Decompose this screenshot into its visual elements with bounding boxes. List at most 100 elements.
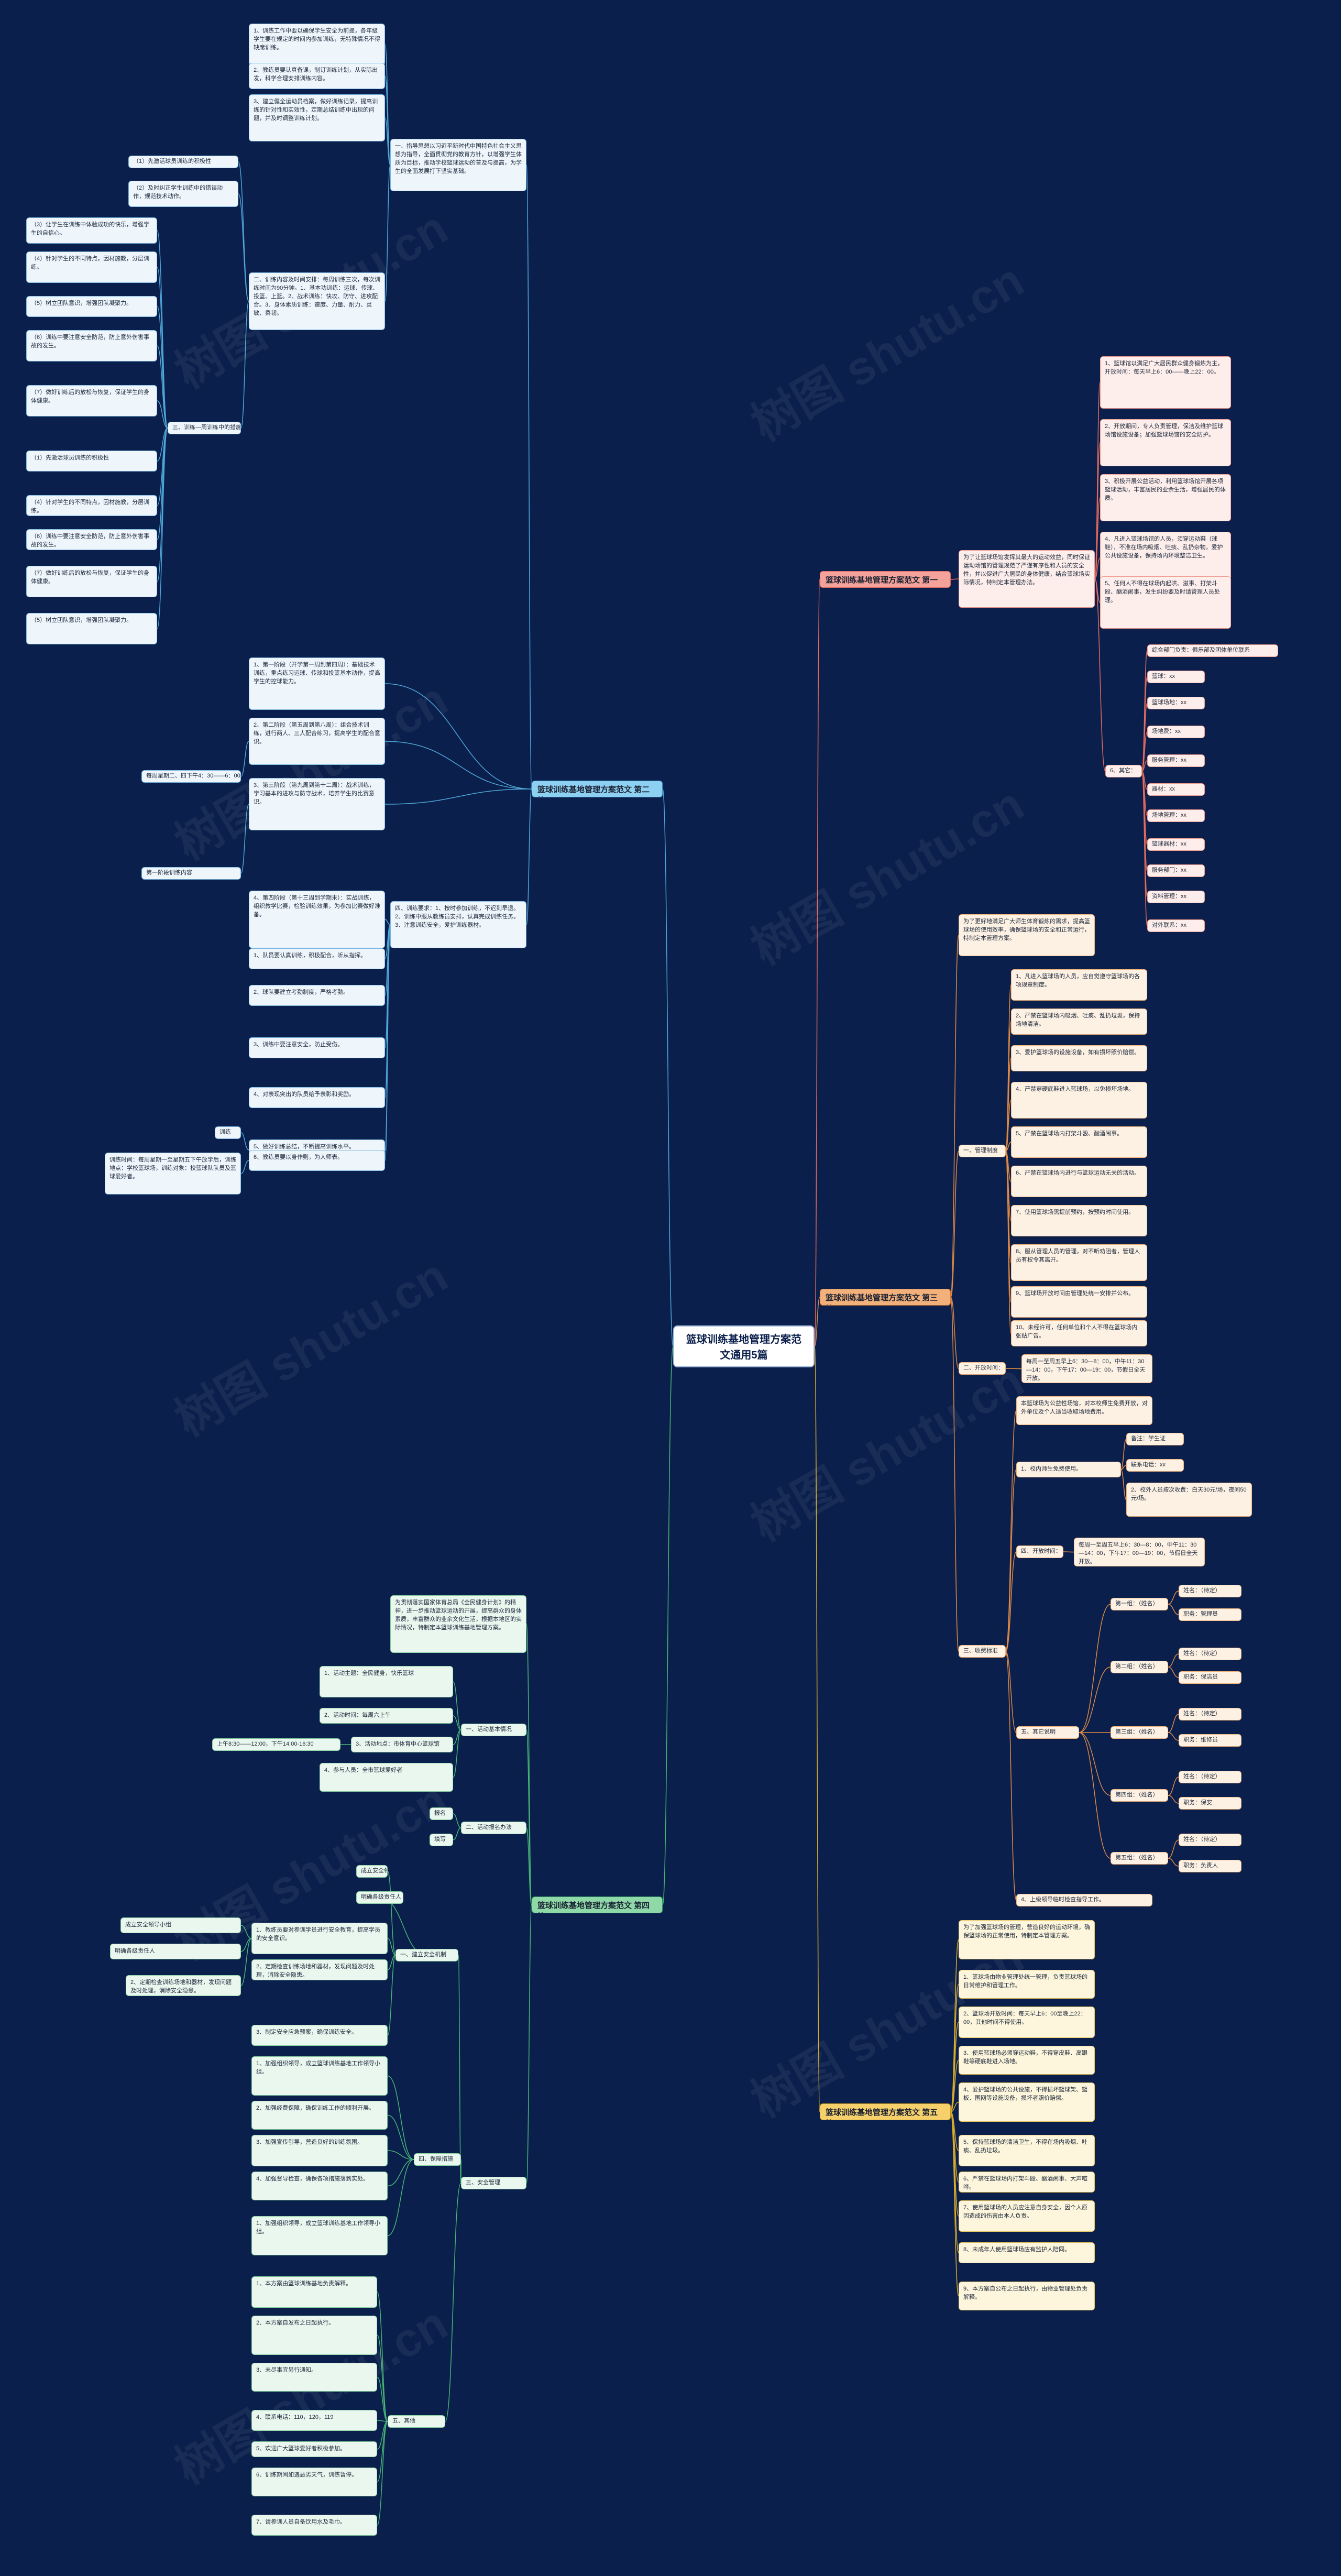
b3-group-detail[interactable]: 姓名：（待定） xyxy=(1179,1648,1241,1660)
b3-fee-item[interactable]: 1、校内师生免费使用。 xyxy=(1016,1462,1121,1477)
b4-activity[interactable]: 4、参与人员：全市篮球爱好者 xyxy=(320,1763,453,1792)
b3-group-detail[interactable]: 职务：保洁员 xyxy=(1179,1671,1241,1684)
b5-item[interactable]: 1、篮球场由物业管理处统一管理，负责篮球场的日常维护和管理工作。 xyxy=(959,1970,1095,1999)
b2-measure[interactable]: （6）训练中要注意安全防范，防止意外伤害事故的发生。 xyxy=(26,529,157,550)
b3-section-3[interactable]: 三、收费标准 xyxy=(959,1645,1006,1658)
b1-sub[interactable]: 篮球：xx xyxy=(1147,671,1205,683)
b1-other[interactable]: 6、其它： xyxy=(1105,765,1142,777)
b2-measure[interactable]: （2）及时纠正学生训练中的错误动作，规范技术动作。 xyxy=(128,181,238,207)
b5-item[interactable]: 3、使用篮球场必须穿运动鞋，不得穿皮鞋、高跟鞋等硬底鞋进入场地。 xyxy=(959,2046,1095,2075)
b3-rule[interactable]: 7、使用篮球场需提前预约，按预约时间使用。 xyxy=(1011,1205,1147,1236)
b4-safety-item[interactable]: 1、教练员要对参训学员进行安全教育，提高学员的安全意识。 xyxy=(251,1923,388,1954)
b2-goal-item[interactable]: 1、训练工作中要以确保学生安全为前提，各年级学生要在规定的时间内参加训练，无特殊… xyxy=(249,24,385,65)
b3-group-detail[interactable]: 姓名：（待定） xyxy=(1179,1585,1241,1597)
b2-training-label[interactable]: 训练 xyxy=(215,1126,241,1139)
b4-intro[interactable]: 为贯彻落实国家体育总局《全民健身计划》的精神，进一步推动篮球运动的开展，提高群众… xyxy=(390,1595,526,1653)
b2-schedule[interactable]: 每周星期二、四下午4：30——6：00 xyxy=(141,770,241,783)
b4-fill-in[interactable]: 填写 xyxy=(430,1834,453,1846)
b1-sub[interactable]: 资料管理：xx xyxy=(1147,891,1205,903)
b3-last[interactable]: 4、上级领导临时检查指导工作。 xyxy=(1016,1894,1152,1906)
b4-other[interactable]: 1、本方案由篮球训练基地负责解释。 xyxy=(251,2276,377,2308)
branch-5[interactable]: 篮球训练基地管理方案范文 第五篇 xyxy=(820,2103,951,2120)
b2-measure[interactable]: （5）树立团队意识，增强团队凝聚力。 xyxy=(26,613,157,644)
b3-fee-note[interactable]: 备注：学生证 xyxy=(1126,1433,1184,1445)
b3-fee-note[interactable]: 联系电话：xx xyxy=(1126,1459,1184,1472)
b4-other[interactable]: 5、欢迎广大篮球爱好者积极参加。 xyxy=(251,2441,377,2457)
b4-note-left[interactable]: 明确各级责任人 xyxy=(110,1944,241,1959)
b3-group[interactable]: 第四组：（姓名） xyxy=(1111,1789,1168,1802)
b4-activity[interactable]: 2、活动时间：每周六上午 xyxy=(320,1708,453,1724)
b3-group-detail[interactable]: 职务：保安 xyxy=(1179,1797,1241,1810)
b4-activity[interactable]: 1、活动主题：全民健身，快乐篮球 xyxy=(320,1666,453,1697)
b5-item[interactable]: 8、未成年人使用篮球场应有监护人陪同。 xyxy=(959,2242,1095,2263)
b4-safety-item[interactable]: 2、定期检查训练场地和器材，发现问题及时处理，消除安全隐患。 xyxy=(251,1959,388,1980)
b3-rule[interactable]: 3、爱护篮球场的设施设备，如有损坏照价赔偿。 xyxy=(1011,1045,1147,1071)
b2-requirement[interactable]: 2、球队要建立考勤制度，严格考勤。 xyxy=(249,985,385,1006)
b4-guarantee[interactable]: 2、加强经费保障，确保训练工作的顺利开展。 xyxy=(251,2101,388,2130)
b1-item[interactable]: 2、开放期间，专人负责管理，保洁及维护篮球场馆设施设备；加强篮球场馆的安全防护。 xyxy=(1100,419,1231,466)
b4-note-left[interactable]: 2、定期检查训练场地和器材，发现问题及时处理，消除安全隐患。 xyxy=(126,1975,241,1996)
b4-other[interactable]: 6、训练期间如遇恶劣天气，训练暂停。 xyxy=(251,2468,377,2496)
b4-safety-item[interactable]: 3、制定安全应急预案，确保训练安全。 xyxy=(251,2025,388,2046)
b3-group-detail[interactable]: 姓名：（待定） xyxy=(1179,1834,1241,1846)
b4-guarantee[interactable]: 3、加强宣传引导，营造良好的训练氛围。 xyxy=(251,2135,388,2166)
b4-schedule[interactable]: 上午8:30——12:00，下午14:00-16:30 xyxy=(212,1738,340,1751)
root-topic[interactable]: 篮球训练基地管理方案范文通用5篇 xyxy=(673,1325,815,1367)
b1-item[interactable]: 4、凡进入篮球场馆的人员，须穿运动鞋（球鞋），不准在场内吸烟、吐痰、乱扔杂物，爱… xyxy=(1100,532,1231,584)
b5-item[interactable]: 7、使用篮球场的人员应注意自身安全，因个人原因造成的伤害由本人负责。 xyxy=(959,2200,1095,2232)
b2-measure[interactable]: （4）针对学生的不同特点，因材施教，分层训练。 xyxy=(26,251,157,283)
b3-rule[interactable]: 5、严禁在篮球场内打架斗殴、酗酒闹事。 xyxy=(1011,1126,1147,1158)
b3-rule[interactable]: 2、严禁在篮球场内吸烟、吐痰、乱扔垃圾，保持场地清洁。 xyxy=(1011,1009,1147,1035)
b2-measure[interactable]: （6）训练中要注意安全防范，防止意外伤害事故的发生。 xyxy=(26,330,157,361)
b3-section-5[interactable]: 五、其它说明 xyxy=(1016,1726,1079,1739)
b3-section-1[interactable]: 一、管理制度 xyxy=(959,1145,1006,1157)
b4-section-5[interactable]: 五、其他 xyxy=(388,2415,445,2428)
b5-item[interactable]: 5、保持篮球场的清洁卫生，不得在场内吸烟、吐痰、乱扔垃圾。 xyxy=(959,2135,1095,2166)
b4-activity[interactable]: 3、活动地点：市体育中心篮球馆 xyxy=(351,1737,453,1752)
b3-group[interactable]: 第五组：（姓名） xyxy=(1111,1852,1168,1865)
b1-sub[interactable]: 器材：xx xyxy=(1147,783,1205,796)
b1-sub[interactable]: 篮球场地：xx xyxy=(1147,697,1205,709)
b4-other[interactable]: 4、联系电话：110，120，119 xyxy=(251,2410,377,2431)
b3-rule[interactable]: 9、篮球场开放时间由管理处统一安排并公布。 xyxy=(1011,1286,1147,1318)
b2-stage[interactable]: 1、第一阶段（开学第一周到第四周）：基础技术训练，重点练习运球、传球和投篮基本动… xyxy=(249,657,385,710)
b2-section-4[interactable]: 四、训练要求：1、按时参加训练，不迟到早退。2、训练中服从教练员安排，认真完成训… xyxy=(390,901,526,948)
b4-section-2[interactable]: 二、活动报名办法 xyxy=(461,1822,526,1834)
b4-section-1[interactable]: 一、活动基本情况 xyxy=(461,1724,526,1736)
b2-stage[interactable]: 4、第四阶段（第十三周到学期末）：实战训练，组织教学比赛，检验训练效果，为参加比… xyxy=(249,891,385,948)
branch-1[interactable]: 篮球训练基地管理方案范文 第一篇 xyxy=(820,571,951,588)
b4-section-3[interactable]: 三、安全管理 xyxy=(461,2177,526,2189)
b2-requirement[interactable]: 6、教练员要以身作则，为人师表。 xyxy=(249,1150,385,1171)
b2-stage[interactable]: 3、第三阶段（第九周到第十二周）：战术训练，学习基本的进攻与防守战术，培养学生的… xyxy=(249,778,385,830)
b3-fee-intro[interactable]: 本篮球场为公益性场馆，对本校师生免费开放，对外单位及个人适当收取场地费用。 xyxy=(1016,1396,1152,1425)
b4-safety-head[interactable]: 一、建立安全机制 xyxy=(395,1949,458,1961)
b3-group-detail[interactable]: 姓名：（待定） xyxy=(1179,1771,1241,1783)
b2-measures-label[interactable]: 三、训练—周训练中的措施： xyxy=(168,422,241,434)
b3-group[interactable]: 第二组：（姓名） xyxy=(1111,1661,1168,1673)
b2-section-2[interactable]: 二、训练内容及时间安排：每周训练三次，每次训练时间为90分钟。1、基本功训练：运… xyxy=(249,272,385,330)
b4-guarantee[interactable]: 4、加强督导检查，确保各项措施落到实处。 xyxy=(251,2172,388,2200)
b2-requirement[interactable]: 1、队员要认真训练，积极配合，听从指挥。 xyxy=(249,948,385,969)
b3-group-detail[interactable]: 职务：负责人 xyxy=(1179,1860,1241,1872)
b2-goal[interactable]: 一、指导思想以习近平新时代中国特色社会主义思想为指导，全面贯彻党的教育方针，以增… xyxy=(390,139,526,191)
b4-other[interactable]: 3、未尽事宜另行通知。 xyxy=(251,2363,377,2392)
b3-rule[interactable]: 1、凡进入篮球场的人员，应自觉遵守篮球场的各项规章制度。 xyxy=(1011,969,1147,1001)
b1-sub[interactable]: 对外联系：xx xyxy=(1147,919,1205,932)
branch-4[interactable]: 篮球训练基地管理方案范文 第四篇 xyxy=(532,1897,663,1913)
b2-measure[interactable]: （7）做好训练后的放松与恢复，保证学生的身体健康。 xyxy=(26,385,157,416)
b1-sub[interactable]: 服务管理：xx xyxy=(1147,754,1205,767)
b2-training-note[interactable]: 训练时间：每周星期一至星期五下午放学后，训练地点：学校篮球场，训练对象：校篮球队… xyxy=(105,1153,241,1194)
b4-note[interactable]: 明确各级责任人 xyxy=(356,1891,403,1904)
b2-measure[interactable]: （1）先激活球员训练的积极性 xyxy=(128,156,238,168)
b1-item[interactable]: 1、篮球馆以满足广大居民群众健身锻炼为主，开放时间：每天早上6：00——晚上22… xyxy=(1100,356,1231,409)
b2-measure[interactable]: （5）树立团队意识，增强团队凝聚力。 xyxy=(26,296,157,317)
b2-measure[interactable]: （4）针对学生的不同特点，因材施教，分层训练。 xyxy=(26,495,157,516)
b3-rule[interactable]: 4、严禁穿硬底鞋进入篮球场，以免损坏场地。 xyxy=(1011,1082,1147,1119)
b3-rule[interactable]: 8、服从管理人员的管理，对不听劝阻者，管理人员有权令其离开。 xyxy=(1011,1244,1147,1281)
b3-rule[interactable]: 6、严禁在篮球场内进行与篮球运动无关的活动。 xyxy=(1011,1166,1147,1197)
b3-group-detail[interactable]: 姓名：（待定） xyxy=(1179,1708,1241,1720)
b3-fee-item[interactable]: 2、校外人员按次收费：白天30元/场，夜间50元/场。 xyxy=(1126,1483,1252,1517)
b1-sub[interactable]: 服务部门：xx xyxy=(1147,864,1205,877)
b5-item[interactable]: 9、本方案自公布之日起执行，由物业管理处负责解释。 xyxy=(959,2282,1095,2310)
b3-intro[interactable]: 为了更好地满足广大师生体育锻炼的需求，提高篮球场的使用效率，确保篮球场的安全和正… xyxy=(959,914,1095,956)
